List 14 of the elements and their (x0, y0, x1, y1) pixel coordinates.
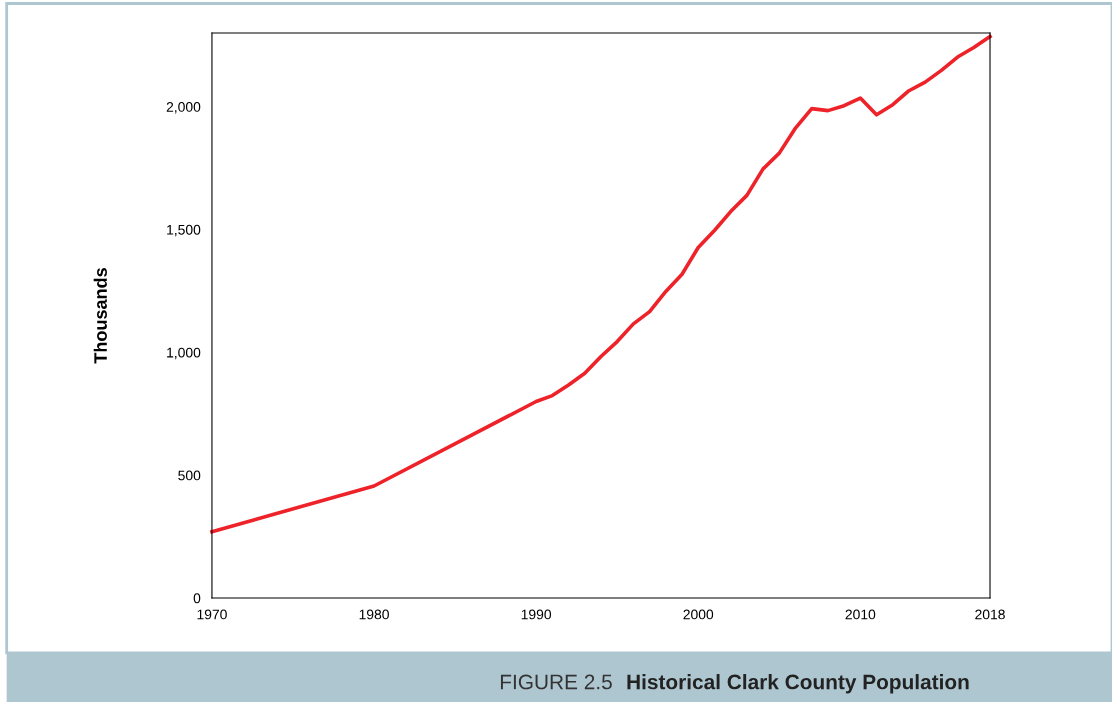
y-tick-label: 1,500 (167, 224, 201, 237)
text: Historical Clark County Population (627, 674, 969, 694)
caption: FIGURE 2.5 (500, 674, 612, 690)
x-tick-label: 2018 (975, 609, 1005, 620)
x-tick-label: 1990 (521, 609, 552, 620)
x-tick-label: 1970 (197, 609, 227, 620)
y-tick-label: 1,000 (167, 347, 201, 360)
y-tick-label: 2,000 (166, 102, 201, 114)
x-tick-label: 2010 (845, 609, 876, 620)
y-tick-label: 0 (193, 593, 201, 604)
x-tick-label: 2000 (683, 609, 714, 620)
x-tick-label: 1980 (359, 609, 389, 620)
y-axis-title: Thousands (93, 268, 107, 364)
y-tick-label: 500 (178, 470, 201, 481)
